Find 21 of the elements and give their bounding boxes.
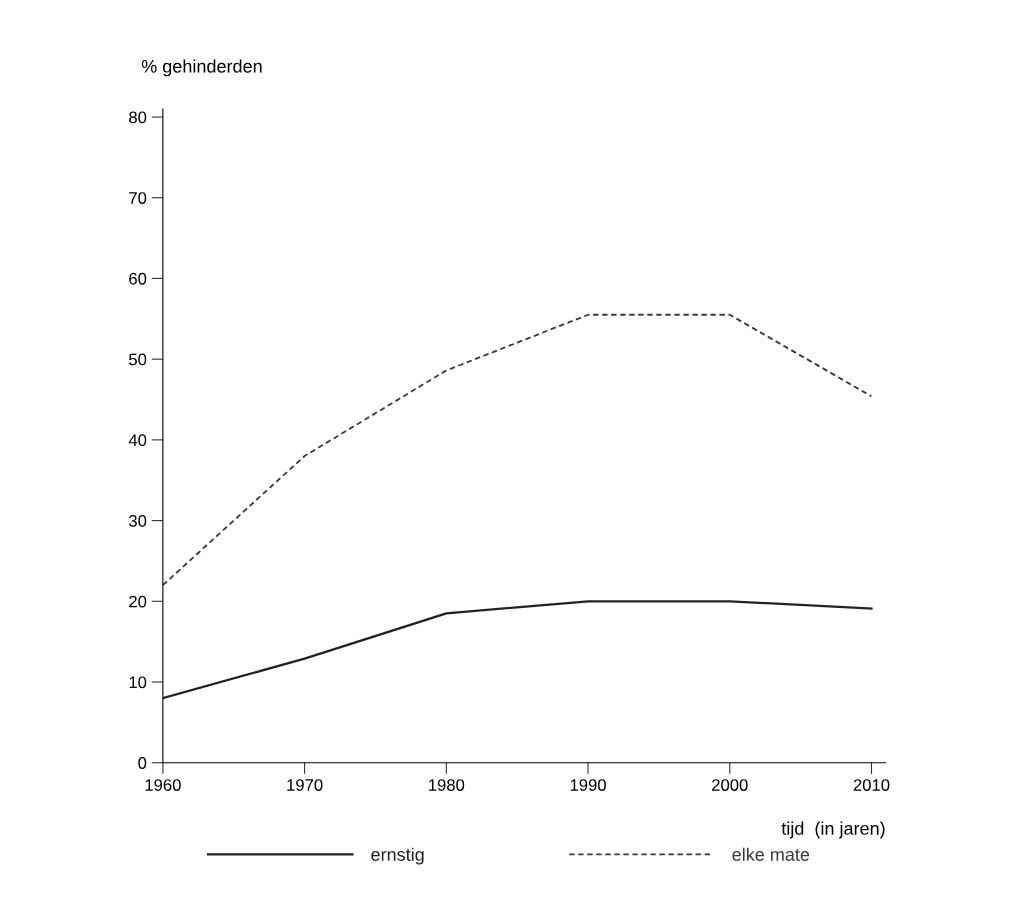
y-tick-label: 0: [138, 757, 147, 769]
y-tick-label: 40: [128, 434, 147, 447]
y-tick-label: 50: [129, 353, 147, 366]
y-tick-label: 10: [129, 676, 147, 689]
y-tick-label: 80: [129, 111, 147, 124]
y-axis-title: % gehinderden: [141, 59, 262, 77]
y-tick-label: 20: [129, 595, 147, 608]
y-tick-label: 70: [129, 192, 147, 204]
x-tick-label: 1990: [570, 779, 606, 791]
line-series: [162, 600, 873, 700]
text: elke mate: [732, 847, 810, 861]
text: ernstig: [371, 847, 424, 865]
x-tick-label: 2000: [712, 779, 748, 791]
x-axis-title: tijd (in jaren): [781, 821, 885, 839]
y-tick-label: 60: [129, 272, 147, 285]
x-tick-label: 1960: [145, 779, 181, 791]
x-tick-label: 2010: [853, 779, 890, 791]
x-tick-label: 1980: [429, 779, 465, 791]
line-series: [162, 313, 873, 587]
y-tick-label: 30: [129, 514, 147, 527]
x-tick-label: 1970: [287, 779, 323, 791]
